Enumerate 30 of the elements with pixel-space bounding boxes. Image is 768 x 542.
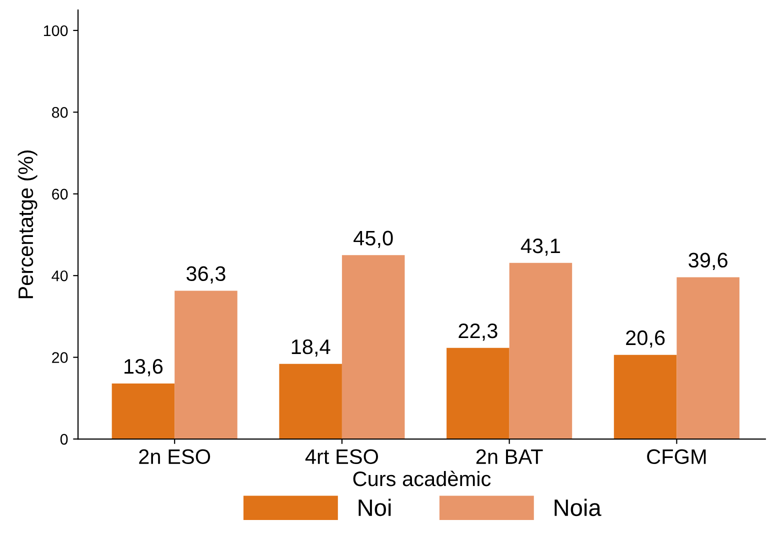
bar	[509, 262, 572, 440]
data-label: 20,6	[626, 330, 665, 348]
data-label: 22,3	[458, 323, 498, 341]
data-label: 39,6	[688, 252, 728, 270]
bar	[676, 277, 740, 440]
y-axis-title: Percentatge (%)	[18, 150, 38, 298]
data-label: 43,1	[520, 238, 560, 256]
bar	[112, 383, 175, 440]
data-label: 13,6	[124, 359, 163, 376]
legend-label: Noia	[554, 498, 602, 516]
x-axis-title: Curs acadèmic	[353, 470, 491, 486]
legend-label: Noi	[358, 498, 391, 516]
y-tick-label: 80	[52, 107, 68, 118]
data-label: 45,0	[354, 230, 393, 248]
bar	[279, 364, 342, 440]
bar	[174, 290, 238, 440]
y-tick-label: 40	[52, 270, 68, 282]
x-tick-label: 2n ESO	[139, 449, 210, 464]
data-label: 18,4	[292, 339, 330, 357]
x-tick-label: 2n BAT	[476, 449, 543, 464]
bar	[614, 354, 677, 440]
x-tick-label: CFGM	[647, 449, 706, 464]
bar	[342, 255, 405, 440]
y-tick-label: 20	[52, 352, 68, 363]
y-tick-label: 0	[60, 434, 68, 445]
bar	[446, 348, 510, 440]
x-tick-label: 4rt ESO	[305, 449, 378, 464]
data-label: 36,3	[186, 266, 226, 284]
y-tick-label: 100	[44, 25, 68, 36]
y-tick-label: 60	[52, 188, 68, 200]
